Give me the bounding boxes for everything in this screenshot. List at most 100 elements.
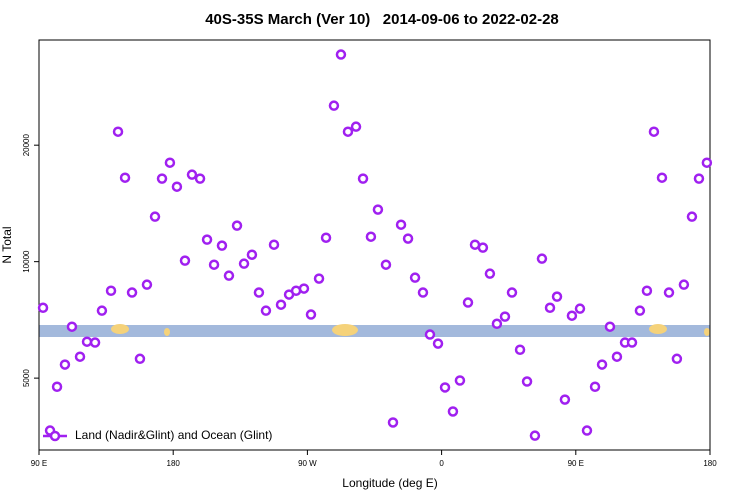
point [589, 381, 601, 392]
point [96, 305, 108, 316]
point [260, 305, 272, 316]
point [551, 291, 563, 302]
point [208, 259, 220, 270]
point [611, 351, 623, 362]
point [417, 287, 429, 298]
point [574, 303, 586, 314]
point [313, 273, 325, 284]
point [357, 173, 369, 184]
point [89, 337, 101, 348]
point [186, 169, 198, 180]
point [656, 172, 668, 183]
point [402, 233, 414, 244]
legend-marker [49, 430, 61, 442]
point [37, 302, 49, 314]
point [424, 329, 436, 340]
point [156, 173, 168, 184]
point [477, 242, 489, 253]
point [246, 249, 258, 260]
point [596, 359, 608, 370]
point [51, 381, 63, 392]
point [559, 394, 571, 405]
point [320, 232, 332, 243]
point [529, 430, 541, 441]
point [342, 126, 354, 137]
point [328, 100, 340, 111]
point [634, 305, 646, 316]
point [409, 272, 421, 283]
point [432, 338, 444, 349]
point [641, 285, 653, 297]
point [179, 255, 191, 266]
point [514, 344, 526, 355]
x-tick-label: 90 E [568, 459, 584, 468]
point [566, 310, 578, 321]
point [149, 211, 161, 222]
point [194, 173, 206, 184]
point [581, 425, 593, 436]
point [380, 259, 392, 270]
point [305, 309, 317, 320]
y-axis-label: N Total [0, 226, 14, 263]
point [626, 337, 638, 348]
point [365, 231, 377, 242]
plot-frame [38, 39, 711, 451]
point [126, 287, 138, 298]
point [544, 302, 556, 314]
point [238, 258, 250, 269]
point [506, 287, 518, 298]
x-tick-label: 0 [439, 459, 444, 468]
legend-label: Land (Nadir&Glint) and Ocean (Glint) [75, 428, 272, 442]
point [447, 406, 459, 417]
x-tick-label: 90 E [31, 459, 47, 468]
point [372, 204, 384, 215]
y-tick-label: 10000 [22, 250, 31, 273]
point [454, 375, 466, 386]
point [671, 353, 683, 365]
point [81, 336, 93, 347]
point [439, 382, 451, 393]
point [216, 240, 228, 251]
point [484, 268, 496, 279]
chart-title: 40S-35S March (Ver 10) 2014-09-06 to 202… [205, 11, 559, 28]
point [536, 253, 548, 264]
point [693, 173, 705, 184]
point [275, 299, 287, 310]
point [119, 172, 131, 183]
point [462, 297, 474, 308]
point [335, 49, 347, 60]
point [604, 321, 616, 332]
point [491, 318, 503, 330]
point [678, 279, 690, 290]
point [112, 126, 124, 137]
point [253, 287, 265, 298]
point [268, 239, 280, 250]
point [387, 417, 399, 428]
point [66, 321, 78, 332]
point [223, 270, 235, 281]
point [298, 283, 310, 294]
point [499, 311, 511, 322]
point [171, 181, 183, 192]
point [141, 279, 153, 290]
point [686, 211, 698, 222]
point [105, 285, 117, 297]
x-tick-label: 180 [703, 459, 717, 468]
point [164, 157, 176, 168]
point [648, 126, 660, 137]
point [350, 121, 362, 132]
point [59, 359, 71, 370]
x-tick-label: 180 [167, 459, 181, 468]
point [521, 376, 533, 387]
point [231, 220, 243, 231]
x-tick-label: 90 W [298, 459, 317, 468]
point [395, 219, 407, 230]
x-axis-label: Longitude (deg E) [342, 476, 437, 490]
point [701, 157, 713, 168]
point [201, 234, 213, 245]
land-shapes [111, 324, 710, 336]
point [74, 351, 86, 362]
y-tick-label: 5000 [22, 369, 31, 387]
point [134, 353, 146, 365]
